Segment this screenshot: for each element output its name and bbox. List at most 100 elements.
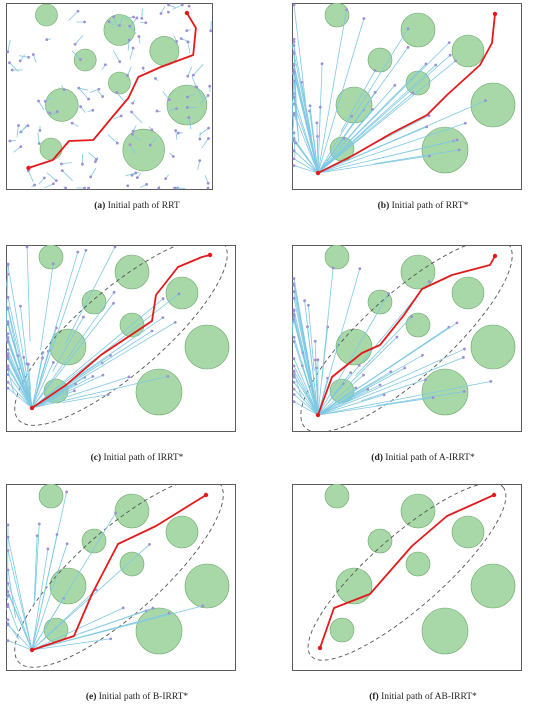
tree-node <box>157 186 161 190</box>
tree-node <box>207 137 210 140</box>
tree-edge <box>317 268 361 416</box>
tree-edge <box>28 364 31 391</box>
tree-edge <box>293 97 319 174</box>
tree-node <box>303 299 306 303</box>
caption-text: Initial path of RRT* <box>391 201 469 211</box>
tree-node <box>292 370 296 374</box>
plot-area <box>6 3 268 196</box>
tree-node <box>6 603 10 606</box>
tree-node <box>161 297 165 301</box>
tree-edge <box>201 138 209 149</box>
tree-node <box>358 267 362 271</box>
tree-edge <box>7 604 19 632</box>
tree-node <box>94 160 97 164</box>
tree-node <box>128 143 132 147</box>
tree-node <box>292 3 296 7</box>
tree-node <box>166 374 170 378</box>
obstacle-circle <box>405 551 431 577</box>
tree-edge <box>9 62 19 72</box>
tree-node <box>185 105 189 109</box>
informed-ellipse <box>307 484 507 661</box>
obstacle-circle <box>451 515 485 549</box>
tree-edge <box>317 354 423 416</box>
tree-node <box>6 523 10 527</box>
tree-node <box>79 105 82 109</box>
obstacle-circle <box>49 328 87 366</box>
obstacle-circle <box>165 515 199 549</box>
tree-edge <box>7 623 20 640</box>
tree-edge <box>124 16 134 20</box>
obstacle-circle <box>400 493 436 529</box>
tree-node <box>331 266 335 270</box>
tree-edge <box>295 142 319 174</box>
tree-edge <box>129 47 134 60</box>
tree-node <box>6 348 10 352</box>
tree-node <box>171 155 175 158</box>
plot-area <box>292 484 550 677</box>
tree-node <box>292 375 296 379</box>
tree-node <box>176 131 180 135</box>
start-point <box>29 647 35 653</box>
tree-node <box>198 137 202 141</box>
tree-edge <box>317 9 347 174</box>
tree-edge <box>317 64 437 174</box>
tree-edge <box>31 303 114 409</box>
tree-edge <box>293 4 306 103</box>
tree-node <box>194 85 198 89</box>
tree-node <box>175 107 178 111</box>
tree-node <box>174 129 178 132</box>
tree-edge <box>188 117 192 130</box>
tree-edge <box>175 130 178 141</box>
tree-node <box>6 332 10 336</box>
tree-edge <box>317 394 385 416</box>
obstacle-circle <box>39 137 63 161</box>
informed-ellipse <box>14 245 228 426</box>
tree-node <box>431 396 435 400</box>
tree-edge <box>74 35 84 45</box>
tree-edge <box>346 371 392 399</box>
obstacle-circle <box>166 84 208 126</box>
tree-edge <box>337 388 368 406</box>
tree-node <box>18 59 22 63</box>
tree-edge <box>318 107 321 147</box>
tree-node <box>87 97 90 101</box>
tree-edge <box>7 382 33 409</box>
tree-edge <box>31 293 180 409</box>
tree-node <box>54 179 58 183</box>
tree-node <box>164 177 168 181</box>
tree-edge <box>317 63 427 174</box>
tree-node <box>461 356 465 359</box>
caption-label: (e) <box>85 692 97 702</box>
tree-edge <box>317 139 458 174</box>
tree-node <box>6 549 10 552</box>
caption-text: Initial path of B-IRRT* <box>98 692 189 702</box>
tree-edge <box>309 105 319 174</box>
tree-node <box>167 3 170 7</box>
goal-point <box>492 253 498 259</box>
tree-node <box>89 175 93 179</box>
tree-edge <box>7 39 11 52</box>
tree-edge <box>293 45 319 174</box>
obstacle-circle <box>135 607 183 655</box>
tree-node <box>112 15 116 19</box>
tree-edge <box>293 165 319 174</box>
tree-node <box>76 250 80 254</box>
tree-node <box>173 186 177 190</box>
tree-node <box>22 356 26 359</box>
tree-edge <box>131 111 143 124</box>
tree-node <box>378 383 382 387</box>
tree-node <box>134 171 138 175</box>
obstacle-circle <box>329 617 355 643</box>
tree-node <box>447 41 451 45</box>
tree-node <box>167 98 171 102</box>
tree-node <box>159 12 163 15</box>
plot-area <box>6 245 268 438</box>
tree-node <box>292 131 296 135</box>
tree-edge <box>293 365 319 416</box>
tree-edge <box>89 88 100 93</box>
initial-path <box>317 13 496 174</box>
tree-edge <box>31 362 54 409</box>
tree-edge <box>129 25 137 34</box>
tree-edge <box>376 391 465 406</box>
tree-node <box>342 136 346 140</box>
